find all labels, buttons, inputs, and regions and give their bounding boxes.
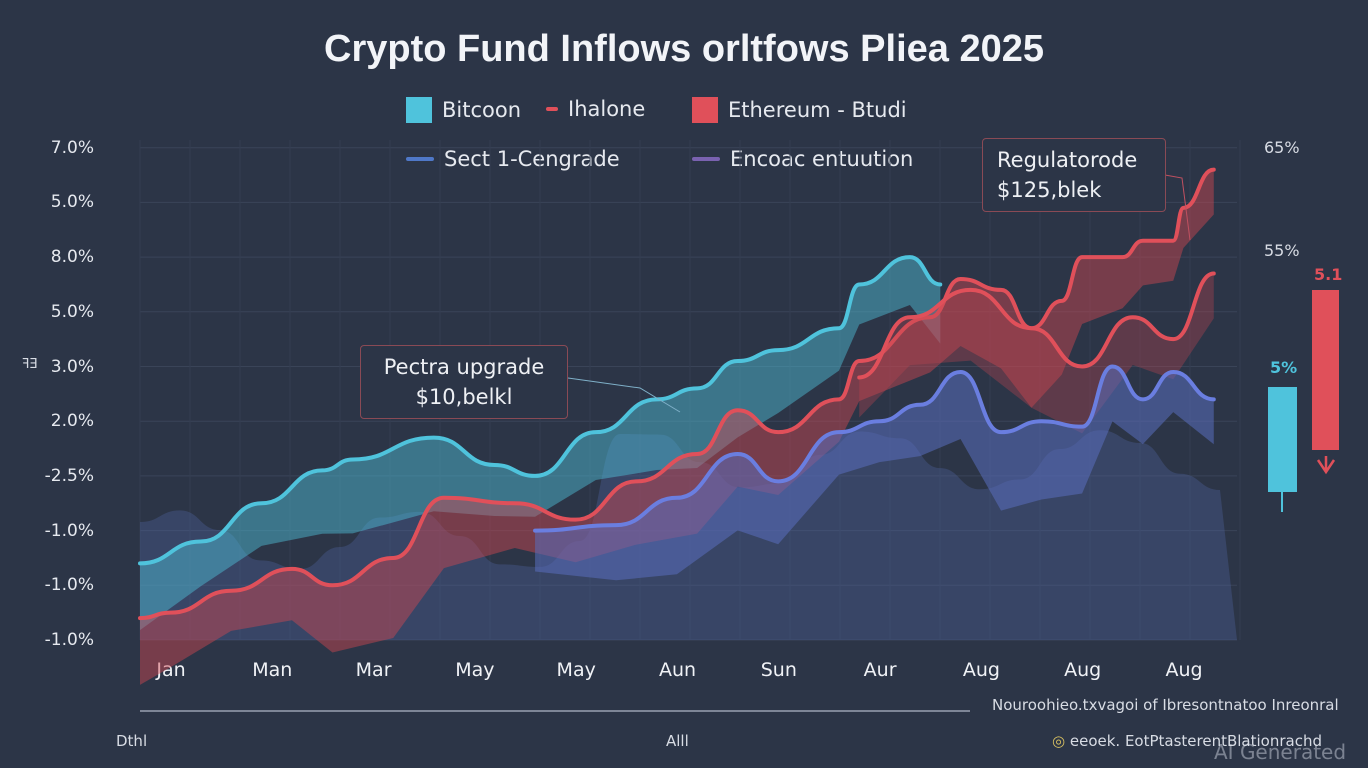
series-area-3 [535, 366, 1214, 581]
chart-title: Crypto Fund Inflows orltfows Pliea 2025 [324, 28, 1044, 70]
annotation-line1: Pectra upgrade [383, 355, 545, 379]
annotation-line1: Regulatorode [997, 148, 1138, 172]
y-tick-label: -1.0% [44, 575, 94, 596]
series-line-ihalone [857, 271, 1216, 380]
side-bar-label-cyan: 5% [1270, 358, 1298, 377]
legend-label: Ihalone [568, 97, 646, 121]
footer-credit-text: eeoek. EotPtasterentBlationrachd [1069, 732, 1322, 750]
legend-swatch [406, 97, 432, 123]
y-tick-label: -1.0% [44, 630, 94, 650]
annotation-line2: $10,belkl [415, 385, 513, 409]
y-tick-label: 7.0% [50, 137, 94, 158]
y-tick-label: 5.0% [50, 192, 94, 213]
x-tick-label: Mar [355, 659, 392, 681]
legend-item-ihalone: Ihalone [546, 97, 645, 121]
x-tick-label: Aug [1064, 659, 1102, 681]
side-label-55: 55% [1264, 241, 1300, 260]
annotation-line2: $125,blek [997, 178, 1102, 202]
legend-label: Ethereum - Btudi [728, 98, 907, 122]
legend-item-bitcoon: Bitcoon [406, 97, 521, 123]
legend-label: Encoac entuution [730, 147, 914, 171]
x-tick-label: Sun [760, 659, 797, 681]
watermark: AI Generated [1214, 740, 1347, 764]
legend-label: Bitcoon [442, 98, 522, 122]
legend-swatch [692, 157, 720, 161]
x-tick-label: May [556, 659, 596, 681]
copyright-icon: ◎ [1052, 732, 1070, 750]
footer-center: Alll [666, 732, 689, 750]
annotation-leader-pectra [567, 377, 681, 413]
series-line-ethereum-btudi [138, 167, 1216, 621]
x-tick-label: May [455, 659, 495, 681]
legend-item-encoac: Encoac entuution [692, 147, 913, 171]
series-area-0 [140, 257, 941, 631]
down-arrow-icon [1316, 456, 1336, 475]
annotation-pectra: Pectra upgrade $10,belkl [360, 345, 568, 419]
x-tick-label: Aug [962, 659, 1000, 681]
series-line-bitcoon [138, 255, 943, 566]
annotation-leader-regulatory [1164, 174, 1191, 241]
legend-item-ethereum: Ethereum - Btudi [692, 97, 907, 123]
legend-swatch [406, 157, 434, 161]
footer-note: Nouroohieo.txvagoi of Ibresontnatoo Inre… [992, 696, 1339, 714]
y-tick-label: 2.0% [50, 411, 94, 432]
x-tick-label: Jan [156, 659, 186, 681]
y-tick-label: 3.0% [50, 356, 94, 377]
legend-swatch [692, 97, 718, 123]
footer-credit: ◎ eeoek. EotPtasterentBlationrachd [1052, 732, 1322, 750]
side-bar-cyan [1268, 387, 1297, 492]
x-tick-label: Aun [658, 659, 697, 681]
annotation-regulatory: Regulatorode $125,blek [982, 138, 1166, 212]
side-bar-label-red: 5.1 [1314, 265, 1343, 284]
x-tick-label: Man [252, 659, 293, 681]
side-bar-red [1312, 290, 1339, 450]
y-tick-label: -1.0% [44, 520, 94, 541]
series-line-sect-1-cengrade [533, 364, 1216, 533]
side-label-65: 65% [1264, 138, 1300, 157]
y-tick-label: 5.0% [50, 301, 94, 322]
x-tick-label: Aur [863, 659, 897, 681]
y-axis-side-label: ꟻƎ [22, 357, 38, 372]
y-tick-label: 8.0% [50, 247, 94, 268]
legend-swatch [546, 107, 558, 111]
series-area-2 [859, 273, 1214, 434]
footer-left: Dthl [116, 732, 148, 750]
y-tick-label: -2.5% [44, 465, 94, 486]
x-tick-label: Aug [1165, 659, 1203, 681]
